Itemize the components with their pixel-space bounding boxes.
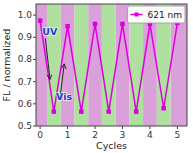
series-marker <box>161 106 166 111</box>
series-marker <box>107 109 112 114</box>
legend-box <box>127 6 185 23</box>
legend: 621 nm <box>127 6 185 23</box>
series-marker <box>38 18 43 23</box>
background-band <box>61 4 75 126</box>
series-marker <box>93 22 98 27</box>
y-tick-label: 0.8 <box>18 54 33 64</box>
series-marker <box>134 109 139 114</box>
series-marker <box>65 24 70 29</box>
y-tick-label: 0.5 <box>18 121 32 131</box>
legend-label: 621 nm <box>147 10 182 20</box>
x-tick-label: 1 <box>65 130 71 140</box>
chart: 0 1 2 3 4 5 0.5 0.6 0.7 0.8 0.9 1.0 Cycles FL / norma… <box>0 0 193 153</box>
x-tick-label: 3 <box>120 130 126 140</box>
y-tick-label: 1.0 <box>18 10 33 20</box>
series-marker <box>79 109 84 114</box>
y-tick-label: 0.9 <box>18 32 33 42</box>
y-axis-label: FL / normalized <box>1 29 12 102</box>
background-band <box>116 4 130 126</box>
plot-frame <box>36 4 187 126</box>
x-tick-label: 0 <box>37 130 43 140</box>
background-band <box>88 4 102 126</box>
x-axis-label: Cycles <box>96 140 127 151</box>
axes: 0 1 2 3 4 5 0.5 0.6 0.7 0.8 0.9 1.0 <box>18 10 181 140</box>
background-band <box>36 4 47 126</box>
y-tick-label: 0.6 <box>18 99 33 109</box>
annotation-text: Vis <box>56 91 72 102</box>
series-marker <box>52 109 57 114</box>
plot-area <box>36 4 187 126</box>
x-tick-label: 4 <box>147 130 153 140</box>
series-marker <box>120 22 125 27</box>
x-tick-label: 2 <box>92 130 98 140</box>
y-tick-label: 0.7 <box>18 77 32 87</box>
legend-marker <box>134 13 138 17</box>
annotation-text: UV <box>42 26 58 37</box>
x-tick-label: 5 <box>175 130 181 140</box>
annotation-arrow <box>45 38 50 79</box>
series-line <box>40 21 177 112</box>
